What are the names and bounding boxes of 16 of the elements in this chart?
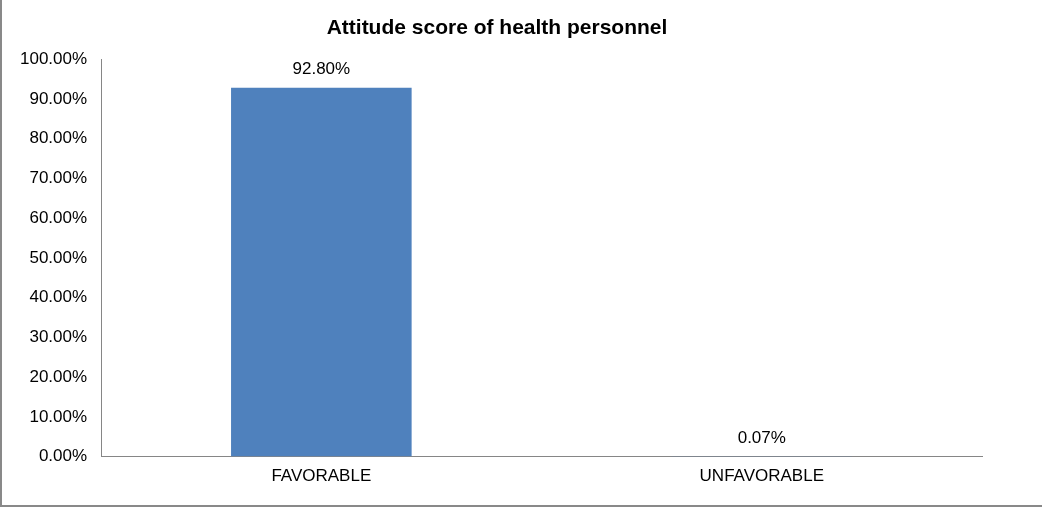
y-tick-label: 90.00% — [29, 88, 88, 108]
chart-title: Attitude score of health personnel — [326, 15, 668, 39]
data-label: 0.07% — [737, 427, 786, 447]
y-tick-label: 0.00% — [38, 446, 88, 466]
y-tick-label: 60.00% — [29, 207, 88, 227]
y-tick-label: 30.00% — [29, 327, 88, 347]
y-tick-label: 40.00% — [29, 287, 88, 307]
y-tick-label: 50.00% — [29, 247, 88, 267]
y-tick-label: 10.00% — [29, 406, 88, 426]
x-tick-label: FAVORABLE — [271, 466, 372, 486]
x-tick-label: UNFAVORABLE — [699, 466, 824, 486]
y-tick-label: 80.00% — [29, 128, 88, 148]
y-tick-label: 20.00% — [29, 366, 88, 386]
data-label: 92.80% — [292, 59, 351, 78]
y-tick-label: 100.00% — [19, 48, 88, 68]
y-tick-label: 70.00% — [29, 168, 88, 188]
